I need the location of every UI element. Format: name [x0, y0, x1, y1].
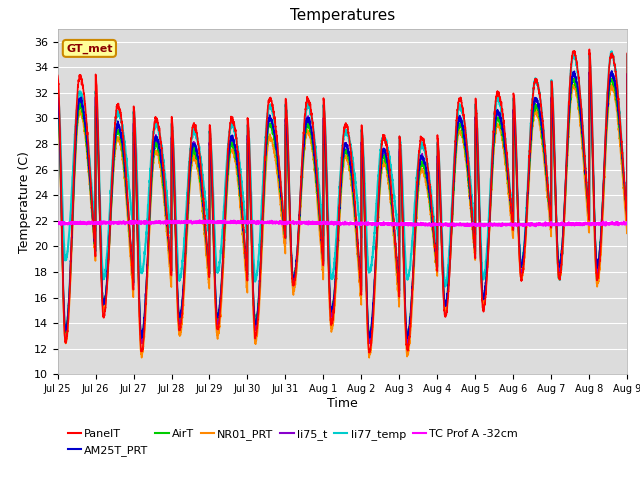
li75_t — [623, 72, 631, 77]
TC Prof A -32cm — [54, 219, 61, 225]
NR01_PRT — [570, 85, 577, 91]
li77_temp — [623, 52, 631, 58]
AirT — [571, 75, 579, 81]
Legend: PanelT, AM25T_PRT, AirT, NR01_PRT, li75_t, li77_temp, TC Prof A -32cm: PanelT, AM25T_PRT, AirT, NR01_PRT, li75_… — [63, 425, 522, 460]
NR01_PRT — [623, 84, 631, 89]
TC Prof A -32cm — [623, 220, 631, 226]
PanelT — [623, 218, 631, 224]
AirT — [398, 204, 406, 209]
li77_temp — [176, 275, 184, 281]
NR01_PRT — [398, 212, 406, 218]
AirT — [138, 335, 145, 341]
NR01_PRT — [176, 331, 184, 336]
AirT — [623, 217, 631, 223]
li75_t — [176, 320, 184, 325]
AM25T_PRT — [570, 69, 577, 75]
PanelT — [213, 324, 221, 329]
NR01_PRT — [365, 355, 373, 360]
li77_temp — [398, 171, 406, 177]
Line: AM25T_PRT: AM25T_PRT — [58, 71, 627, 338]
NR01_PRT — [213, 330, 221, 336]
PanelT — [570, 49, 577, 55]
li75_t — [54, 96, 61, 102]
Line: li77_temp: li77_temp — [58, 51, 627, 287]
li77_temp — [408, 241, 416, 247]
TC Prof A -32cm — [570, 220, 577, 226]
li75_t — [608, 69, 616, 75]
PanelT — [586, 47, 593, 52]
Line: NR01_PRT: NR01_PRT — [58, 84, 627, 358]
PanelT — [408, 292, 416, 298]
TC Prof A -32cm — [623, 220, 631, 226]
PanelT — [176, 326, 184, 332]
li77_temp — [623, 216, 631, 222]
NR01_PRT — [608, 81, 616, 87]
Line: PanelT: PanelT — [58, 49, 627, 353]
TC Prof A -32cm — [213, 219, 221, 225]
AM25T_PRT — [54, 96, 61, 102]
Title: Temperatures: Temperatures — [290, 9, 395, 24]
AirT — [213, 313, 221, 319]
li77_temp — [442, 284, 449, 289]
NR01_PRT — [54, 109, 61, 115]
AM25T_PRT — [623, 71, 631, 77]
TC Prof A -32cm — [398, 222, 406, 228]
AirT — [623, 76, 631, 82]
AM25T_PRT — [176, 314, 184, 320]
li77_temp — [54, 91, 61, 97]
AM25T_PRT — [608, 68, 616, 74]
li75_t — [570, 72, 577, 77]
NR01_PRT — [408, 304, 416, 310]
li75_t — [408, 289, 416, 295]
li77_temp — [608, 48, 616, 54]
AirT — [54, 105, 61, 110]
NR01_PRT — [623, 231, 631, 237]
AM25T_PRT — [408, 284, 416, 289]
Text: GT_met: GT_met — [66, 43, 113, 54]
AM25T_PRT — [623, 213, 631, 219]
X-axis label: Time: Time — [327, 397, 358, 410]
li75_t — [623, 218, 631, 224]
AM25T_PRT — [213, 311, 221, 316]
li77_temp — [213, 269, 221, 275]
PanelT — [623, 50, 631, 56]
li75_t — [213, 316, 221, 322]
Line: TC Prof A -32cm: TC Prof A -32cm — [58, 220, 627, 226]
PanelT — [365, 350, 373, 356]
Line: li75_t: li75_t — [58, 72, 627, 346]
TC Prof A -32cm — [408, 222, 416, 228]
PanelT — [54, 72, 61, 78]
AM25T_PRT — [398, 194, 406, 200]
TC Prof A -32cm — [176, 219, 184, 225]
Y-axis label: Temperature (C): Temperature (C) — [18, 151, 31, 252]
li77_temp — [570, 51, 577, 57]
TC Prof A -32cm — [480, 223, 488, 229]
Line: AirT: AirT — [58, 78, 627, 338]
TC Prof A -32cm — [221, 217, 228, 223]
AirT — [570, 78, 577, 84]
li75_t — [398, 195, 406, 201]
li75_t — [404, 343, 412, 348]
AirT — [408, 288, 416, 294]
AirT — [176, 316, 184, 322]
PanelT — [398, 194, 406, 200]
AM25T_PRT — [404, 335, 412, 341]
